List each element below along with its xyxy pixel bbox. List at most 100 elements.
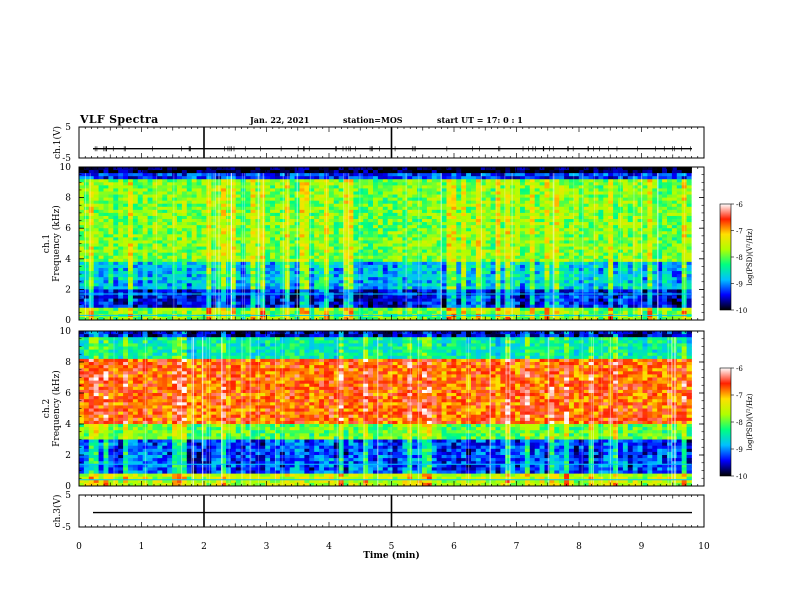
spectrogram-cell	[196, 194, 202, 198]
spectrogram-cell	[534, 185, 540, 189]
spectrogram-cell	[83, 185, 90, 189]
spectrogram-cell	[265, 167, 271, 171]
spectrogram-cell	[88, 209, 95, 214]
spectrogram-cell	[157, 225, 163, 229]
spectrogram-cell	[480, 191, 487, 195]
spectrogram-cell	[191, 197, 197, 202]
spectrogram-cell	[83, 197, 90, 202]
spectrogram-cell	[422, 206, 428, 211]
spectrogram-cell	[451, 176, 457, 180]
spectrogram-cell	[417, 176, 423, 180]
spectrogram-cell	[240, 215, 246, 220]
spectrogram-cell	[485, 234, 491, 238]
spectrogram-cell	[456, 185, 462, 189]
spectrogram-cell	[299, 271, 305, 275]
spectrogram-cell	[240, 225, 246, 229]
spectrogram-cell	[377, 307, 384, 312]
spectrogram-cell	[500, 271, 506, 275]
spectrogram-cell	[456, 252, 462, 257]
spectrogram-cell	[368, 222, 374, 226]
spectrogram-cell	[152, 246, 158, 251]
spectrogram-cell	[230, 212, 237, 217]
spectrogram-cell	[392, 215, 398, 220]
spectrogram-cell	[196, 280, 202, 284]
spectrogram-cell	[177, 261, 183, 266]
spectrogram-cell	[206, 206, 212, 211]
spectrogram-cell	[128, 182, 134, 186]
spectrogram-cell	[221, 301, 227, 306]
spectrogram-cell	[441, 173, 447, 177]
spectrogram-cell	[265, 252, 271, 257]
spectrogram-cell	[510, 237, 516, 241]
spectrogram-cell	[328, 316, 335, 321]
spectrogram-cell	[191, 301, 197, 306]
spectrogram-cell	[265, 298, 271, 303]
spectrogram-cell	[83, 194, 90, 198]
spectrogram-cell	[142, 194, 148, 198]
spectrogram-cell	[201, 283, 207, 287]
spectrogram-cell	[309, 194, 315, 198]
spectrogram-cell	[88, 274, 95, 278]
spectrogram-cell	[157, 179, 163, 183]
spectrogram-cell	[422, 173, 428, 177]
spectrogram-cell	[167, 215, 173, 220]
spectrogram-cell	[142, 225, 148, 229]
spectrogram-cell	[235, 234, 242, 238]
spectrogram-cell	[211, 310, 217, 315]
spectrogram-cell	[245, 258, 251, 263]
spectrogram-cell	[279, 249, 286, 254]
spectrogram-cell	[98, 280, 104, 284]
spectrogram-cell	[270, 246, 276, 251]
spectrogram-cell	[431, 310, 438, 315]
spectrogram-cell	[461, 212, 467, 217]
spectrogram-cell	[549, 310, 555, 315]
spectrogram-cell	[289, 310, 295, 315]
spectrogram-cell	[265, 304, 271, 309]
spectrogram-cell	[461, 286, 467, 290]
spectrogram-cell	[328, 206, 335, 211]
spectrogram-cell	[510, 173, 516, 177]
spectrogram-cell	[392, 167, 398, 171]
spectrogram-cell	[382, 194, 389, 198]
spectrogram-cell	[157, 173, 163, 177]
spectrogram-cell	[475, 215, 482, 220]
spectrogram-cell	[98, 222, 104, 226]
spectrogram-cell	[299, 295, 305, 299]
spectrogram-cell	[471, 185, 477, 189]
spectrogram-cell	[128, 234, 134, 238]
spectrogram-cell	[363, 197, 369, 202]
spectrogram-cell	[132, 234, 139, 238]
spectrogram-cell	[417, 267, 423, 272]
spectrogram-cell	[167, 212, 173, 217]
spectrogram-cell	[358, 188, 364, 192]
spectrogram-cell	[181, 188, 188, 192]
spectrogram-cell	[270, 176, 276, 180]
spectrogram-cell	[201, 225, 207, 229]
spectrogram-cell	[436, 283, 442, 287]
spectrogram-cell	[142, 280, 148, 284]
spectrogram-cell	[88, 271, 95, 275]
spectrogram-cell	[309, 176, 315, 180]
spectrogram-cell	[328, 219, 335, 223]
spectrogram-cell	[118, 200, 124, 205]
spectrogram-cell	[544, 280, 550, 284]
spectrogram-cell	[353, 170, 359, 174]
spectrogram-cell	[417, 203, 423, 208]
spectrogram-cell	[284, 188, 291, 192]
spectrogram-cell	[529, 215, 536, 220]
spectrogram-cell	[377, 215, 384, 220]
spectrogram-cell	[226, 173, 232, 177]
spectrogram-cell	[461, 228, 467, 232]
spectrogram-cell	[475, 170, 482, 174]
spectrogram-cell	[172, 225, 178, 229]
spectrogram-cell	[353, 261, 359, 266]
spectrogram-cell	[196, 304, 202, 309]
spectrogram-cell	[226, 231, 232, 235]
spectrogram-cell	[177, 246, 183, 251]
spectrogram-cell	[319, 286, 325, 290]
spectrogram-cell	[480, 295, 487, 299]
spectrogram-cell	[206, 267, 212, 272]
spectrogram-cell	[407, 286, 413, 290]
spectrogram-cell	[279, 182, 286, 186]
spectrogram-cell	[309, 289, 315, 293]
